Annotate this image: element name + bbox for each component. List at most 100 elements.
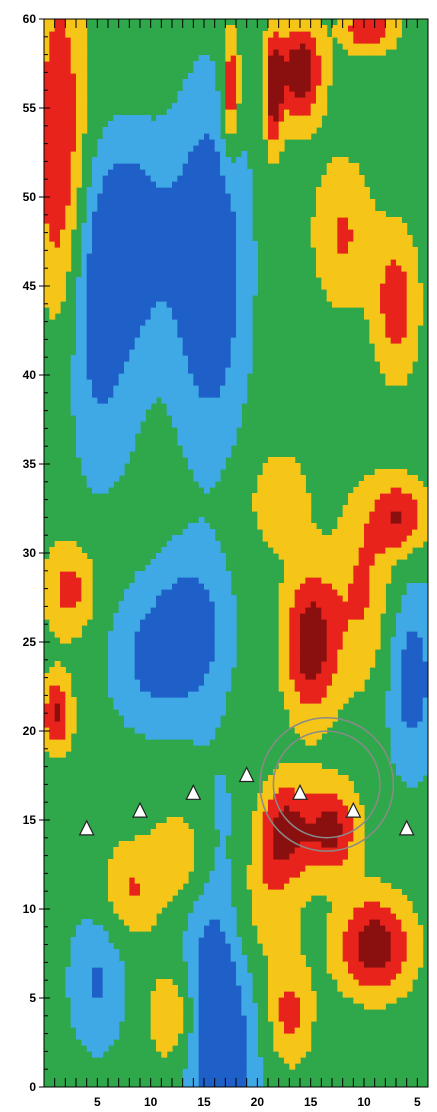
heatmap-cell bbox=[209, 979, 216, 986]
heatmap-cell bbox=[150, 289, 157, 296]
heatmap-cell bbox=[193, 733, 200, 740]
heatmap-cell bbox=[161, 355, 168, 362]
heatmap-cell bbox=[108, 1015, 114, 1022]
heatmap-cell bbox=[225, 655, 232, 662]
heatmap-cell bbox=[76, 421, 82, 428]
heatmap-cell bbox=[150, 637, 157, 644]
heatmap-cell bbox=[342, 529, 349, 536]
heatmap-cell bbox=[161, 835, 168, 842]
heatmap-cell bbox=[294, 1051, 301, 1058]
heatmap-cell bbox=[220, 997, 226, 1004]
heatmap-cell bbox=[166, 631, 173, 638]
heatmap-cell bbox=[342, 517, 349, 524]
heatmap-cell bbox=[385, 367, 392, 374]
heatmap-cell bbox=[353, 823, 360, 830]
heatmap-cell bbox=[129, 667, 136, 674]
heatmap-cell bbox=[225, 637, 232, 644]
heatmap-cell bbox=[422, 619, 428, 626]
heatmap-cell bbox=[278, 535, 285, 542]
heatmap-cell bbox=[97, 421, 104, 428]
heatmap-cell bbox=[172, 715, 178, 722]
heatmap-cell bbox=[396, 613, 402, 620]
heatmap-cell bbox=[278, 685, 285, 692]
heatmap-cell bbox=[214, 997, 221, 1004]
heatmap-cell bbox=[358, 823, 365, 830]
heatmap-cell bbox=[193, 685, 200, 692]
heatmap-cell bbox=[305, 559, 312, 566]
heatmap-cell bbox=[198, 475, 205, 482]
heatmap-cell bbox=[236, 1015, 242, 1022]
heatmap-cell bbox=[300, 481, 306, 488]
heatmap-cell bbox=[246, 337, 253, 344]
heatmap-cell bbox=[374, 613, 381, 620]
heatmap-cell bbox=[326, 589, 333, 596]
heatmap-cell bbox=[225, 589, 232, 596]
heatmap-cell bbox=[374, 475, 381, 482]
heatmap-cell bbox=[326, 691, 333, 698]
heatmap-cell bbox=[321, 865, 328, 872]
heatmap-cell bbox=[124, 871, 130, 878]
heatmap-cell bbox=[209, 883, 216, 890]
heatmap-cell bbox=[209, 697, 216, 704]
heatmap-cell bbox=[305, 739, 312, 746]
heatmap-cell bbox=[364, 487, 370, 494]
heatmap-cell bbox=[390, 547, 397, 554]
heatmap-cell bbox=[113, 283, 120, 290]
heatmap-cell bbox=[214, 661, 221, 668]
heatmap-cell bbox=[188, 523, 194, 530]
heatmap-cell bbox=[113, 643, 120, 650]
heatmap-cell bbox=[230, 625, 237, 632]
heatmap-cell bbox=[161, 1015, 168, 1022]
heatmap-cell bbox=[193, 349, 200, 356]
heatmap-cell bbox=[182, 631, 189, 638]
heatmap-cell bbox=[289, 763, 296, 770]
heatmap-cell bbox=[316, 613, 322, 620]
heatmap-cell bbox=[417, 541, 424, 548]
heatmap-cell bbox=[124, 601, 130, 608]
heatmap-cell bbox=[134, 889, 141, 896]
heatmap-cell bbox=[417, 649, 424, 656]
heatmap-cell bbox=[412, 931, 418, 938]
heatmap-cell bbox=[81, 967, 88, 974]
heatmap-cell bbox=[225, 937, 232, 944]
heatmap-cell bbox=[129, 901, 136, 908]
heatmap-cell bbox=[396, 667, 402, 674]
heatmap-cell bbox=[310, 607, 317, 614]
heatmap-cell bbox=[278, 775, 285, 782]
heatmap-cell bbox=[284, 853, 290, 860]
heatmap-cell bbox=[214, 283, 221, 290]
heatmap-cell bbox=[332, 769, 338, 776]
heatmap-cell bbox=[348, 535, 354, 542]
heatmap-cell bbox=[214, 787, 221, 794]
heatmap-cell bbox=[310, 841, 317, 848]
heatmap-cell bbox=[193, 943, 200, 950]
heatmap-cell bbox=[252, 1075, 258, 1082]
heatmap-cell bbox=[145, 901, 152, 908]
heatmap-cell bbox=[417, 727, 424, 734]
heatmap-cell bbox=[289, 1027, 296, 1034]
heatmap-cell bbox=[161, 565, 168, 572]
heatmap-cell bbox=[81, 337, 88, 344]
heatmap-cell bbox=[113, 319, 120, 326]
heatmap-cell bbox=[406, 325, 413, 332]
heatmap-cell bbox=[188, 949, 194, 956]
heatmap-cell bbox=[86, 397, 93, 404]
heatmap-cell bbox=[92, 961, 98, 968]
heatmap-cell bbox=[193, 457, 200, 464]
heatmap-cell bbox=[332, 775, 338, 782]
heatmap-cell bbox=[310, 643, 317, 650]
heatmap-cell bbox=[406, 301, 413, 308]
heatmap-cell bbox=[342, 559, 349, 566]
heatmap-cell bbox=[225, 979, 232, 986]
heatmap-cell bbox=[97, 409, 104, 416]
heatmap-cell bbox=[225, 991, 232, 998]
heatmap-cell bbox=[204, 397, 210, 404]
heatmap-cell bbox=[92, 967, 98, 974]
heatmap-cell bbox=[412, 535, 418, 542]
heatmap-cell bbox=[230, 649, 237, 656]
heatmap-cell bbox=[204, 661, 210, 668]
heatmap-cell bbox=[86, 361, 93, 368]
heatmap-cell bbox=[65, 991, 72, 998]
heatmap-cell bbox=[257, 505, 264, 512]
heatmap-cell bbox=[198, 1057, 205, 1064]
